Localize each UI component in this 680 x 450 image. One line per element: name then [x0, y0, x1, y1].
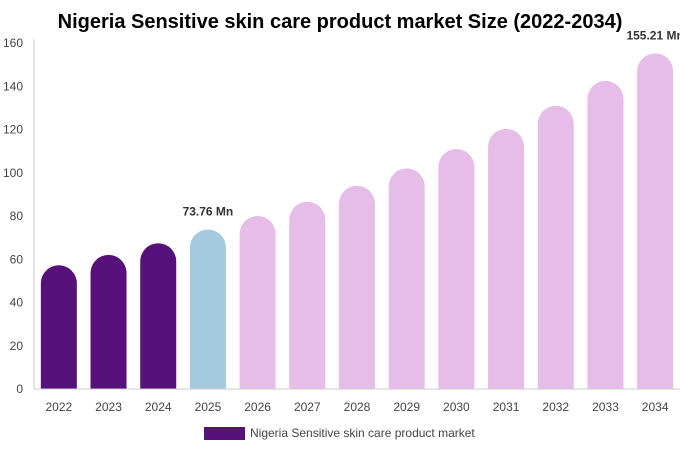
bar-2032[interactable] [537, 105, 574, 390]
bar-2023[interactable] [90, 254, 127, 389]
data-labels-layer: 73.76 Mn 155.21 Mn [183, 28, 680, 218]
legend[interactable]: Nigeria Sensitive skin care product mark… [204, 426, 475, 440]
bar-2034[interactable] [637, 53, 674, 390]
y-tick-label: 40 [10, 296, 24, 310]
bar-2025[interactable] [189, 229, 226, 389]
x-tick-label: 2022 [45, 400, 72, 414]
x-tick-label: 2031 [493, 400, 520, 414]
x-tick-label: 2032 [542, 400, 569, 414]
bar-2027[interactable] [289, 201, 326, 389]
x-tick-label: 2028 [344, 400, 371, 414]
x-tick-label: 2023 [95, 400, 122, 414]
bar-2022[interactable] [40, 265, 77, 389]
y-tick-label: 100 [3, 166, 23, 180]
x-axis: 2022 2023 2024 2025 2026 2027 2028 2029 2030 2031… [34, 388, 680, 414]
x-tick-label: 2033 [592, 400, 619, 414]
bars-layer [40, 53, 674, 390]
x-tick-label: 2024 [145, 400, 172, 414]
y-tick-label: 140 [3, 79, 23, 93]
y-tick-label: 0 [16, 382, 23, 396]
data-label-2034: 155.21 Mn [626, 28, 680, 42]
bar-2030[interactable] [438, 148, 475, 389]
x-tick-label: 2029 [393, 400, 420, 414]
x-tick-label: 2026 [244, 400, 271, 414]
y-tick-label: 80 [10, 209, 24, 223]
y-tick-label: 20 [10, 339, 24, 353]
bar-2033[interactable] [587, 80, 624, 389]
x-tick-label: 2030 [443, 400, 470, 414]
y-axis: 0 20 40 60 80 100 120 140 160 [3, 36, 35, 396]
bar-2028[interactable] [339, 185, 375, 389]
y-tick-label: 60 [10, 252, 24, 266]
bar-2031[interactable] [488, 128, 525, 390]
legend-swatch [204, 427, 245, 440]
bar-2029[interactable] [388, 168, 425, 389]
chart-title: Nigeria Sensitive skin care product mark… [58, 11, 623, 33]
x-tick-label: 2034 [642, 400, 669, 414]
y-tick-label: 120 [3, 123, 23, 137]
x-tick-label: 2025 [195, 400, 222, 414]
legend-label: Nigeria Sensitive skin care product mark… [250, 426, 475, 440]
x-tick-label: 2027 [294, 400, 321, 414]
bar-2026[interactable] [239, 216, 276, 389]
bar-2024[interactable] [140, 243, 177, 389]
data-label-2025: 73.76 Mn [183, 204, 234, 218]
y-tick-label: 160 [3, 36, 23, 50]
